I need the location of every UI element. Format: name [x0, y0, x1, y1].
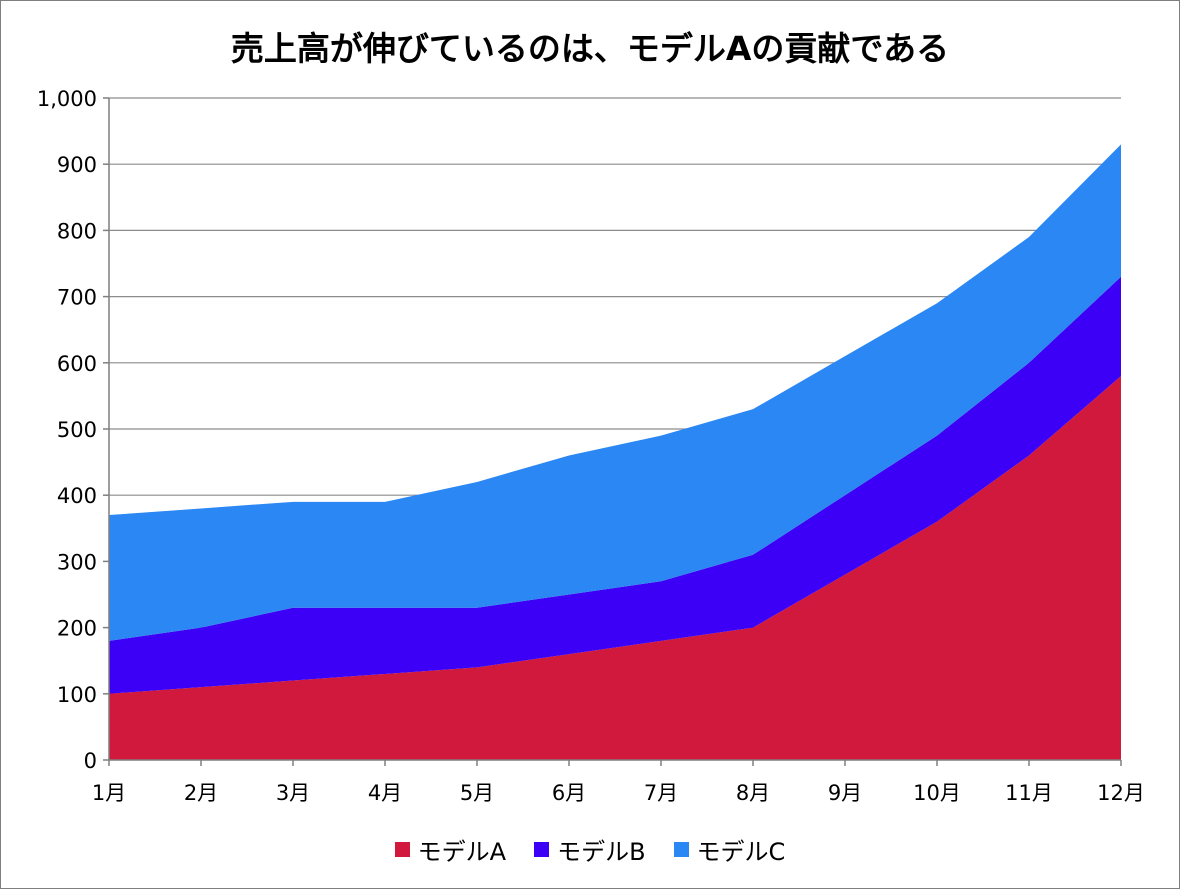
- x-tick-label-8: 8月: [736, 781, 770, 805]
- area-series-1: [109, 376, 1121, 760]
- legend-label-model-b: モデルB: [557, 838, 646, 866]
- legend-item-model-b: モデルB: [534, 832, 646, 867]
- y-tick-label-600: 600: [57, 352, 97, 376]
- x-tick-label-12: 12月: [1097, 781, 1145, 805]
- y-tick-label-0: 0: [84, 749, 97, 773]
- legend-label-model-a: モデルA: [417, 838, 507, 866]
- x-tick-label-5: 5月: [460, 781, 494, 805]
- y-tick-label-700: 700: [57, 286, 97, 310]
- legend-item-model-c: モデルC: [673, 832, 786, 867]
- legend-item-model-a: モデルA: [394, 832, 507, 867]
- legend-swatch-model-b: [534, 842, 550, 857]
- legend-swatch-model-c: [673, 842, 689, 857]
- y-tick-label-400: 400: [57, 484, 97, 508]
- y-tick-label-1000: 1,000: [37, 87, 97, 111]
- y-tick-label-200: 200: [57, 617, 97, 641]
- legend-label-model-c: モデルC: [696, 838, 786, 866]
- y-tick-label-100: 100: [57, 683, 97, 707]
- area-series-2: [109, 276, 1121, 694]
- x-tick-label-10: 10月: [913, 781, 961, 805]
- x-tick-label-7: 7月: [644, 781, 678, 805]
- y-tick-label-800: 800: [57, 219, 97, 243]
- y-tick-label-500: 500: [57, 418, 97, 442]
- chart-legend: モデルA モデルB モデルC: [0, 832, 1180, 867]
- x-tick-label-2: 2月: [184, 781, 218, 805]
- chart-title: 売上高が伸びているのは、モデルAの貢献である: [230, 29, 950, 68]
- x-tick-label-1: 1月: [92, 781, 126, 805]
- x-tick-label-3: 3月: [276, 781, 310, 805]
- area-series-3: [109, 144, 1121, 641]
- y-tick-label-900: 900: [57, 153, 97, 177]
- legend-swatch-model-a: [394, 842, 410, 857]
- x-tick-label-11: 11月: [1005, 781, 1053, 805]
- y-tick-label-300: 300: [57, 550, 97, 574]
- x-tick-label-9: 9月: [828, 781, 862, 805]
- x-tick-label-6: 6月: [552, 781, 586, 805]
- x-tick-label-4: 4月: [368, 781, 402, 805]
